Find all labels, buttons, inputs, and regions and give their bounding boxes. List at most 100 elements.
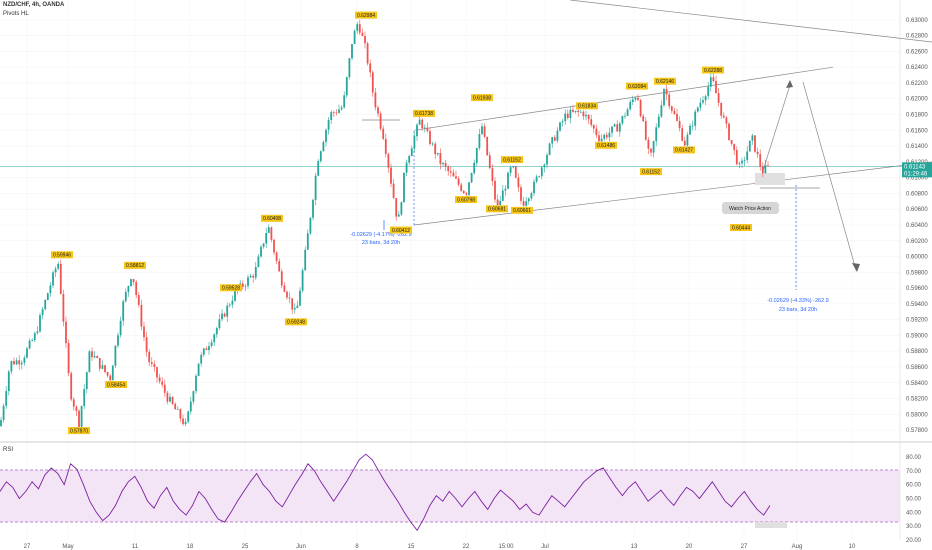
candle-body <box>234 290 236 301</box>
indicator-label: Pivots HL <box>3 11 29 17</box>
candle-body <box>124 291 127 302</box>
candle-body <box>494 181 496 200</box>
pivot-label: 0.58454 <box>107 382 125 388</box>
y-tick-label: 0.58000 <box>906 412 928 418</box>
candle-body <box>473 162 476 173</box>
candle-body <box>400 202 403 215</box>
candle-body <box>15 360 18 365</box>
candle-body <box>436 152 439 155</box>
candle-body <box>629 102 632 110</box>
rsi-tick-label: 40.00 <box>906 510 922 516</box>
candle-body <box>114 345 117 366</box>
candle-body <box>213 334 216 343</box>
candle-body <box>70 373 73 400</box>
candle-body <box>46 293 49 300</box>
candle-body <box>605 134 608 138</box>
candle-body <box>694 111 697 126</box>
candle-body <box>488 155 491 169</box>
candle-body <box>374 92 377 108</box>
pivot-label-box <box>511 206 533 214</box>
y-tick-label: 0.59200 <box>906 318 928 324</box>
candle-body <box>624 115 626 117</box>
candle-body <box>358 24 361 33</box>
candle-body <box>145 337 148 352</box>
candle-body <box>556 130 559 141</box>
candle-body <box>499 200 502 206</box>
candle-body <box>442 163 444 165</box>
candle-body <box>676 113 678 122</box>
candle-body <box>80 405 83 427</box>
y-tick-label: 0.61800 <box>906 113 928 119</box>
channel-upper-line <box>413 66 834 131</box>
pivot-label-box <box>124 261 146 269</box>
x-tick-label: Aug <box>792 544 803 550</box>
candle-body <box>205 348 208 351</box>
candle-body <box>218 319 221 329</box>
candle-body <box>410 148 413 156</box>
candle-body <box>340 107 343 110</box>
candle-body <box>683 140 686 146</box>
candle-body <box>312 199 314 218</box>
candle-body <box>36 331 39 334</box>
candle-body <box>639 100 642 117</box>
candle-body <box>309 217 312 234</box>
pivot-label-box <box>220 284 242 292</box>
candle-body <box>122 301 125 321</box>
candle-body <box>733 143 736 151</box>
candle-body <box>730 140 733 144</box>
candle-body <box>707 86 710 97</box>
candle-body <box>226 305 229 317</box>
candle-body <box>637 97 639 101</box>
candle-body <box>189 401 192 412</box>
candle-body <box>156 367 158 378</box>
candle-body <box>286 291 288 298</box>
candle-body <box>764 165 767 174</box>
candle-body <box>210 342 213 347</box>
y-tick-label: 0.62200 <box>906 81 928 87</box>
candle-body <box>501 190 504 201</box>
rsi-label: RSI <box>3 447 14 453</box>
candle-body <box>135 282 138 296</box>
pivot-label-box <box>702 66 724 74</box>
candle-body <box>561 121 564 123</box>
candle-body <box>647 139 650 149</box>
candle-body <box>418 119 421 125</box>
candle-body <box>98 358 101 369</box>
y-tick-label: 0.62400 <box>906 65 928 71</box>
candle-body <box>39 315 41 332</box>
pivot-label: 0.61152 <box>503 157 521 163</box>
watch-callout-text: Watch Price Action <box>729 206 771 212</box>
y-tick-label: 0.58200 <box>906 397 928 403</box>
candle-body <box>751 135 754 141</box>
candle-body <box>208 346 210 351</box>
candle-body <box>44 299 47 310</box>
candle-body <box>140 304 143 327</box>
candle-body <box>767 165 769 167</box>
candle-body <box>200 354 203 364</box>
x-tick-label: 20 <box>686 544 693 550</box>
candle-body <box>512 166 515 168</box>
x-tick-label: 11 <box>132 544 139 550</box>
y-tick-label: 0.61000 <box>906 176 928 182</box>
rsi-tick-label: 80.00 <box>906 455 922 461</box>
candle-body <box>252 275 255 278</box>
pivot-label: 0.60412 <box>392 228 410 234</box>
candle-body <box>525 201 528 206</box>
candle-body <box>712 77 715 82</box>
axes: 0.63000 0.62800 0.62600 0.62400 0.62200 0.620… <box>24 18 932 550</box>
candle-body <box>322 142 325 152</box>
rsi-tick-label: 70.00 <box>906 469 922 475</box>
candle-body <box>735 150 738 165</box>
candle-body <box>634 97 637 100</box>
candle-body <box>715 81 717 94</box>
pivot-label-box <box>730 224 752 232</box>
candle-body <box>559 122 561 131</box>
candle-body <box>449 171 452 173</box>
candle-body <box>338 109 340 113</box>
pivot-label: 0.58812 <box>126 263 144 269</box>
measure-label: 23 bars, 3d 20h <box>362 240 400 246</box>
candle-body <box>101 365 104 369</box>
candle-body <box>0 419 2 427</box>
candle-body <box>143 326 145 338</box>
